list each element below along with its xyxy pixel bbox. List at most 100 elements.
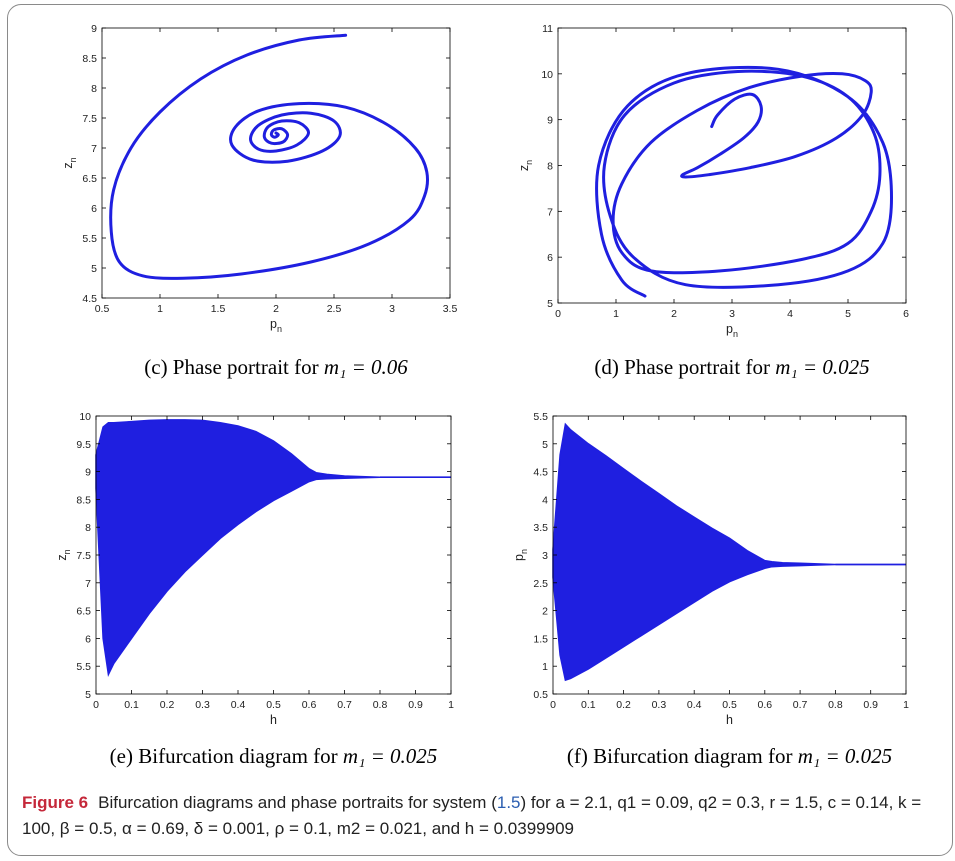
y-tick-label-f: 3.5 xyxy=(533,522,548,534)
x-tick-label-c: 2 xyxy=(273,303,279,315)
subcaption-e-math: m₁ = 0.025 xyxy=(342,744,438,768)
x-axis-label-c: pn xyxy=(270,317,282,334)
x-tick-label-d: 2 xyxy=(671,308,677,320)
y-tick-label-f: 0.5 xyxy=(533,689,548,701)
x-tick-label-f: 0 xyxy=(550,699,556,711)
subcaption-f-text: (f) Bifurcation diagram for xyxy=(566,744,798,768)
x-tick-label-f: 0.9 xyxy=(863,699,878,711)
y-tick-label-c: 5.5 xyxy=(82,233,97,245)
x-axis-label-sub-d: n xyxy=(733,329,738,339)
y-axis-label-e: zn xyxy=(55,549,72,560)
y-tick-label-f: 4.5 xyxy=(533,467,548,479)
y-tick-label-e: 7 xyxy=(85,578,91,590)
caption-prefix: Bifurcation diagrams and phase portraits… xyxy=(98,793,497,812)
x-tick-label-f: 1 xyxy=(903,699,909,711)
y-tick-label-d: 9 xyxy=(547,115,553,127)
subcaption-c: (c) Phase portrait for m₁ = 0.06 xyxy=(102,355,450,380)
bifurcation-region-f xyxy=(552,422,906,682)
x-tick-label-e: 0.6 xyxy=(302,699,317,711)
x-axis-label-sub-c: n xyxy=(277,324,282,334)
x-tick-label-c: 1.5 xyxy=(211,303,226,315)
x-tick-label-e: 0.9 xyxy=(408,699,423,711)
y-tick-label-f: 2.5 xyxy=(533,578,548,590)
x-tick-label-d: 4 xyxy=(787,308,793,320)
y-tick-label-f: 1 xyxy=(542,661,548,673)
y-tick-label-e: 5.5 xyxy=(76,661,91,673)
y-tick-label-d: 10 xyxy=(541,69,553,81)
y-tick-label-d: 5 xyxy=(547,298,553,310)
subcaption-c-math: m₁ = 0.06 xyxy=(323,355,408,379)
y-axis-label-sub-f: n xyxy=(519,549,529,554)
y-tick-label-c: 6.5 xyxy=(82,173,97,185)
caption-suffix: ) for a = 2.1, q1 = 0.09, q2 = 0.3, r = … xyxy=(22,793,922,838)
y-tick-label-f: 5.5 xyxy=(533,411,548,423)
x-tick-label-d: 0 xyxy=(555,308,561,320)
subcaption-f-math: m₁ = 0.025 xyxy=(797,744,893,768)
y-tick-label-c: 4.5 xyxy=(82,293,97,305)
y-tick-label-c: 8 xyxy=(91,83,97,95)
x-tick-label-c: 0.5 xyxy=(95,303,110,315)
x-tick-label-f: 0.4 xyxy=(687,699,702,711)
y-tick-label-d: 7 xyxy=(547,206,553,218)
y-tick-label-e: 9.5 xyxy=(76,439,91,451)
y-tick-label-e: 8 xyxy=(85,522,91,534)
y-tick-label-c: 7.5 xyxy=(82,113,97,125)
x-axis-label-e: h xyxy=(270,713,277,727)
y-tick-label-e: 7.5 xyxy=(76,550,91,562)
y-tick-label-d: 11 xyxy=(542,23,553,35)
x-tick-label-e: 0.8 xyxy=(373,699,388,711)
y-tick-label-f: 3 xyxy=(542,550,548,562)
y-tick-label-e: 5 xyxy=(85,689,91,701)
y-tick-label-e: 8.5 xyxy=(76,494,91,506)
x-tick-label-f: 0.7 xyxy=(793,699,808,711)
equation-ref-link[interactable]: 1.5 xyxy=(496,793,521,812)
x-axis-label-d: pn xyxy=(726,322,738,339)
y-tick-label-e: 9 xyxy=(85,467,91,479)
y-tick-label-f: 1.5 xyxy=(533,633,548,645)
y-axis-label-d: zn xyxy=(517,160,534,171)
y-tick-label-f: 4 xyxy=(542,494,548,506)
x-tick-label-e: 1 xyxy=(448,699,454,711)
subcaption-d-math: m₁ = 0.025 xyxy=(775,355,870,379)
y-tick-label-d: 6 xyxy=(547,252,553,264)
y-tick-label-e: 10 xyxy=(79,411,91,423)
x-tick-label-c: 3 xyxy=(389,303,395,315)
x-tick-label-c: 3.5 xyxy=(443,303,458,315)
subcaption-d: (d) Phase portrait for m₁ = 0.025 xyxy=(558,355,906,380)
figure-label: Figure 6 xyxy=(22,793,89,812)
subcaption-f: (f) Bifurcation diagram for m₁ = 0.025 xyxy=(553,744,906,769)
x-tick-label-f: 0.8 xyxy=(828,699,843,711)
y-tick-label-d: 8 xyxy=(547,161,553,173)
trajectory-c xyxy=(109,33,429,280)
x-tick-label-e: 0.1 xyxy=(124,699,139,711)
x-tick-label-f: 0.6 xyxy=(757,699,772,711)
subcaption-d-text: (d) Phase portrait for xyxy=(594,355,776,379)
figure-caption: Figure 6 Bifurcation diagrams and phase p… xyxy=(22,790,942,842)
y-tick-label-c: 6 xyxy=(91,203,97,215)
x-tick-label-c: 1 xyxy=(157,303,163,315)
x-tick-label-e: 0.2 xyxy=(160,699,175,711)
x-tick-label-d: 1 xyxy=(613,308,619,320)
x-tick-label-d: 5 xyxy=(845,308,851,320)
y-axis-label-c: zn xyxy=(61,157,78,168)
y-axis-label-f: pn xyxy=(512,549,529,561)
x-tick-label-f: 0.5 xyxy=(722,699,737,711)
x-tick-label-e: 0 xyxy=(93,699,99,711)
x-tick-label-d: 3 xyxy=(729,308,735,320)
subcaption-e-text: (e) Bifurcation diagram for xyxy=(109,744,343,768)
y-tick-label-c: 8.5 xyxy=(82,53,97,65)
y-tick-label-c: 9 xyxy=(91,23,97,35)
subcaption-c-text: (c) Phase portrait for xyxy=(144,355,324,379)
y-tick-label-c: 7 xyxy=(91,143,97,155)
y-axis-label-sub-d: n xyxy=(524,160,534,165)
x-tick-label-e: 0.7 xyxy=(337,699,352,711)
x-tick-label-d: 6 xyxy=(903,308,909,320)
x-tick-label-f: 0.3 xyxy=(652,699,667,711)
y-axis-label-sub-c: n xyxy=(68,157,78,162)
y-tick-label-e: 6.5 xyxy=(76,606,91,618)
y-tick-label-f: 2 xyxy=(542,606,548,618)
